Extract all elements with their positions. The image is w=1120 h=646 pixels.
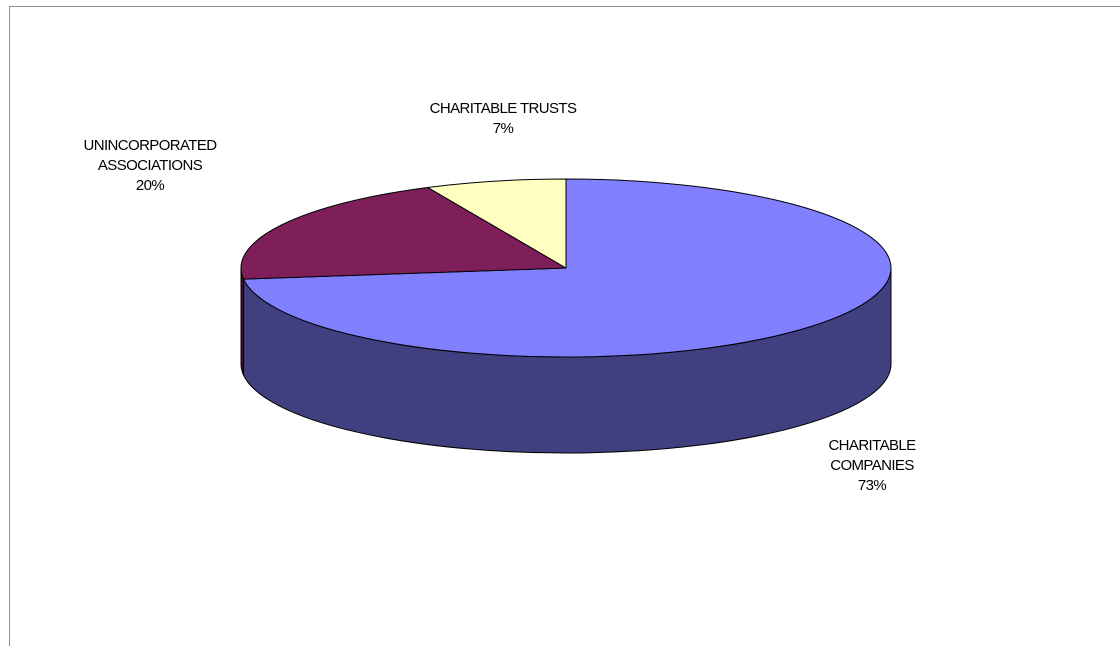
- label-charitable-companies-line2: COMPANIES: [830, 457, 914, 474]
- label-charitable-companies: CHARITABLE COMPANIES 73%: [812, 436, 932, 496]
- slice-charitable-trusts: [427, 178, 567, 269]
- label-charitable-trusts: CHARITABLE TRUSTS 7%: [393, 99, 613, 139]
- label-charitable-companies-line1: CHARITABLE: [828, 437, 916, 454]
- slice-charitable-companies: [243, 178, 892, 358]
- pie-chart: [240, 178, 892, 454]
- label-charitable-trusts-line1: CHARITABLE TRUSTS: [429, 100, 577, 117]
- label-charitable-companies-percent: 73%: [857, 477, 887, 494]
- label-unincorporated-associations-line2: ASSOCIATIONS: [97, 157, 203, 174]
- label-unincorporated-associations: UNINCORPORATED ASSOCIATIONS 20%: [55, 136, 245, 196]
- label-charitable-trusts-percent: 7%: [492, 120, 514, 137]
- slice-unincorporated-associations: [240, 186, 567, 280]
- side-unincorporated-associations: [240, 267, 245, 376]
- label-unincorporated-associations-line1: UNINCORPORATED: [83, 137, 218, 154]
- label-unincorporated-associations-percent: 20%: [135, 177, 165, 194]
